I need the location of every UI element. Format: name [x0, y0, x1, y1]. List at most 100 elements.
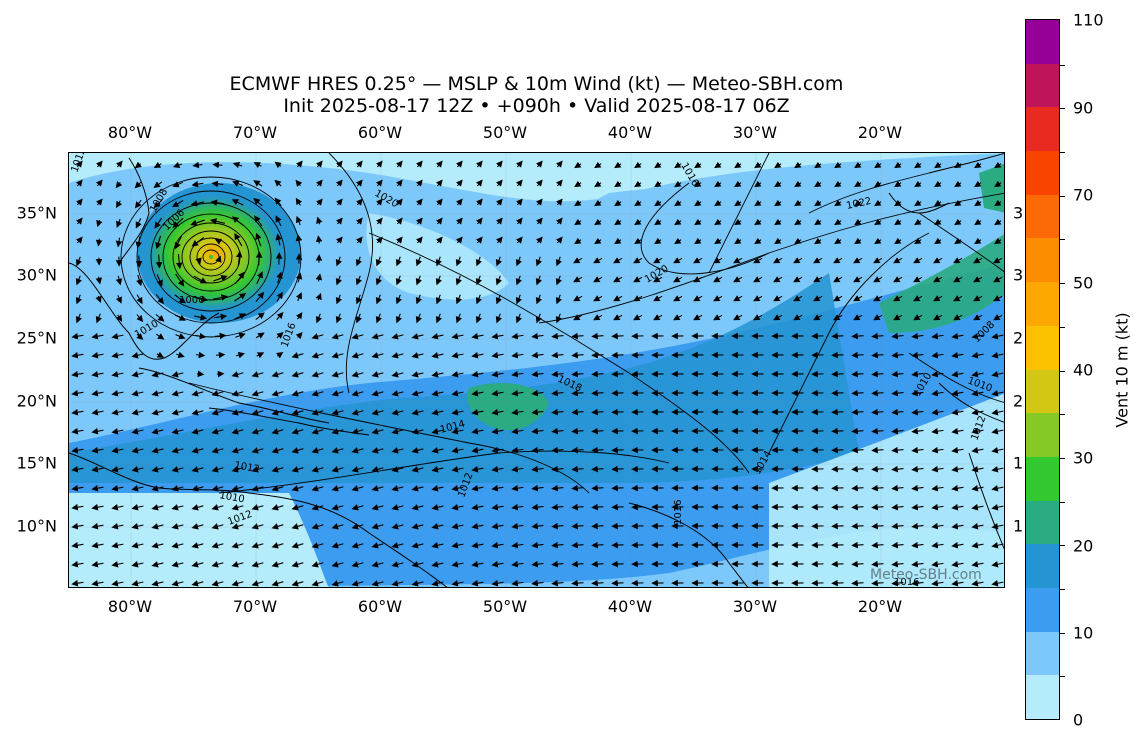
wind-arrow	[633, 276, 643, 283]
wind-arrow	[851, 541, 864, 549]
wind-arrow	[953, 276, 963, 283]
lon-label-bottom-40w: 40°W	[607, 597, 653, 616]
wind-arrow	[291, 447, 304, 454]
wind-arrow	[931, 332, 944, 340]
wind-arrow	[873, 295, 883, 302]
wind-arrow	[274, 197, 282, 207]
wind-arrow	[395, 313, 402, 324]
wind-arrow	[115, 200, 123, 209]
wind-arrow	[214, 332, 227, 340]
lat-label-15n: 15°N	[16, 453, 57, 473]
wind-arrow	[714, 199, 722, 207]
wind-arrow	[135, 236, 143, 249]
wind-arrow	[171, 447, 184, 454]
wind-arrow	[371, 542, 384, 549]
wind-arrow	[571, 484, 584, 492]
wind-arrow	[435, 217, 443, 225]
wind-arrow	[251, 504, 264, 511]
colorbar-tick	[1060, 414, 1065, 416]
wind-arrow	[255, 332, 265, 339]
wind-arrow	[335, 313, 342, 324]
wind-arrow	[211, 485, 224, 492]
wind-arrow	[375, 294, 382, 305]
wind-arrow	[251, 523, 264, 530]
wind-arrow	[974, 218, 982, 226]
wind-arrow	[232, 161, 243, 169]
wind-arrow	[953, 257, 963, 264]
wind-arrow	[991, 371, 1004, 378]
wind-arrow	[894, 218, 902, 226]
wind-arrow	[271, 523, 284, 530]
wind-arrow	[754, 161, 762, 169]
wind-arrow	[515, 217, 523, 225]
wind-arrow	[891, 541, 904, 549]
lat-label-30n: 30°N	[16, 265, 57, 285]
colorbar-title: Vent 10 m (kt)	[1112, 312, 1132, 428]
colorbar-band	[1026, 237, 1059, 283]
wind-arrow	[574, 161, 582, 169]
wind-arrow	[231, 580, 244, 587]
wind-arrow	[331, 333, 344, 340]
weather-map[interactable]: 1012 1016 1020 1022 1020 1018 1014 1012 …	[68, 152, 1005, 588]
wind-arrow	[276, 332, 284, 339]
wind-arrow	[694, 180, 702, 188]
wind-arrow	[471, 408, 484, 416]
wind-arrow	[491, 503, 504, 511]
wind-arrow	[951, 579, 964, 587]
wind-arrow	[555, 313, 562, 324]
colorbar-band	[1026, 412, 1059, 457]
wind-arrow	[613, 314, 623, 321]
wind-arrow	[613, 295, 623, 302]
wind-arrow	[531, 408, 544, 416]
wind-arrow	[793, 295, 803, 302]
wind-arrow	[451, 466, 464, 473]
wind-arrow	[571, 579, 584, 587]
wind-arrow	[131, 352, 144, 359]
wind-arrow	[255, 312, 265, 321]
colorbar-band	[1026, 631, 1059, 676]
wind-arrow	[395, 217, 403, 225]
wind-arrow	[391, 485, 404, 492]
wind-arrow	[894, 199, 902, 207]
wind-arrow	[331, 485, 344, 492]
wind-arrow	[75, 179, 83, 187]
wind-arrow	[931, 408, 944, 416]
wind-arrow	[134, 181, 142, 189]
wind-arrow	[391, 561, 404, 568]
wind-arrow	[71, 579, 84, 587]
wind-arrow	[355, 313, 362, 324]
wind-arrow	[455, 294, 462, 305]
wind-arrow	[311, 523, 324, 530]
wind-arrow	[734, 237, 742, 245]
wind-arrow	[971, 503, 984, 511]
wind-arrow	[873, 257, 883, 264]
wind-arrow	[591, 408, 604, 416]
wind-arrow	[91, 370, 104, 378]
wind-arrow	[234, 232, 243, 247]
wind-arrow	[491, 560, 504, 568]
wind-arrow	[256, 352, 265, 359]
wind-arrow	[555, 236, 563, 244]
wind-arrow	[231, 523, 244, 530]
wind-arrow	[591, 503, 604, 511]
wind-arrow	[851, 370, 864, 378]
wind-arrow	[551, 503, 564, 511]
wind-arrow	[571, 370, 584, 378]
wind-arrow	[495, 217, 503, 225]
wind-arrow	[471, 465, 484, 473]
wind-arrow	[234, 271, 245, 285]
wind-arrow	[235, 332, 246, 339]
wind-arrow	[134, 161, 142, 169]
wind-arrow	[115, 160, 123, 168]
wind-arrow	[96, 219, 103, 228]
wind-arrow	[591, 465, 604, 473]
wind-arrow	[475, 294, 482, 305]
wind-arrow	[893, 314, 903, 321]
wind-arrow	[591, 579, 604, 587]
lat-label-right-clipped: 2	[1013, 328, 1024, 348]
wind-arrow	[231, 216, 244, 227]
wind-arrow	[351, 409, 364, 416]
wind-arrow	[495, 256, 502, 267]
wind-arrow	[136, 333, 144, 341]
wind-arrow	[871, 541, 884, 549]
